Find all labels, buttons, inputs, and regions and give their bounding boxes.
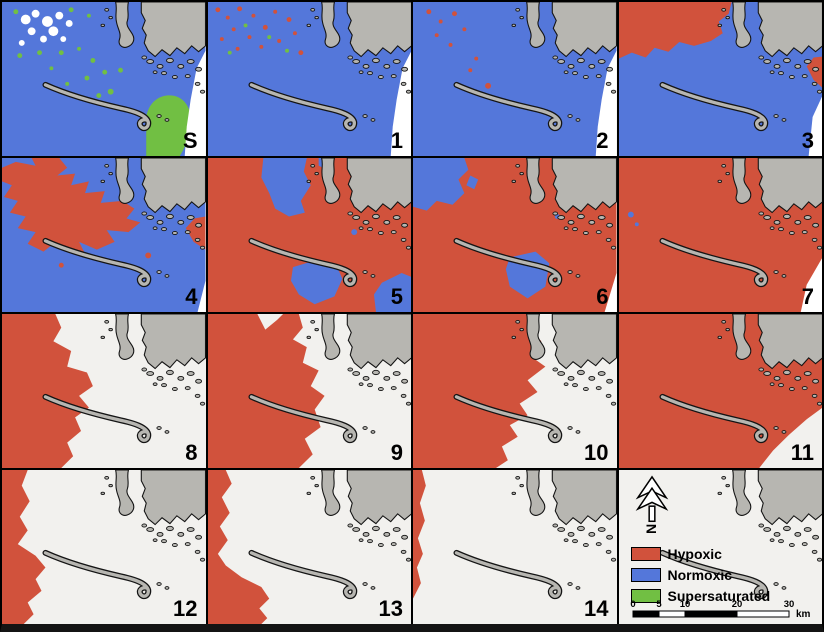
supersaturated-label: Supersaturated — [667, 588, 771, 604]
map-panel-1: 1 — [207, 2, 411, 156]
panel-label-4: 4 — [185, 284, 198, 309]
map-panel-10: 10 — [413, 314, 617, 468]
svg-text:30: 30 — [783, 599, 794, 610]
map-3 — [618, 2, 822, 156]
panel-label-2: 2 — [596, 128, 609, 153]
panel-label-14: 14 — [584, 596, 609, 621]
supersaturated-swatch — [630, 589, 661, 603]
legend-item-supersaturated: Supersaturated — [630, 588, 771, 604]
map-7 — [618, 158, 822, 312]
map-12 — [2, 470, 206, 624]
map-panel-11: 11 — [618, 314, 822, 468]
panel-label-10: 10 — [584, 440, 609, 465]
normoxic-swatch — [630, 568, 661, 582]
map-5 — [207, 158, 411, 312]
map-panel-12: 12 — [2, 470, 206, 624]
panel-label-6: 6 — [596, 284, 609, 309]
panel-label-9: 9 — [390, 440, 403, 465]
map-panel-9: 9 — [207, 314, 411, 468]
svg-text:0: 0 — [630, 599, 635, 610]
map-panel-3: 3 — [618, 2, 822, 156]
panel-label-11: 11 — [790, 440, 814, 465]
panel-label-8: 8 — [185, 440, 198, 465]
map-S — [2, 2, 206, 156]
panel-grid: S 1 2 3 4 5 6 7 — [2, 2, 822, 624]
panel-label-3: 3 — [801, 128, 814, 153]
north-label: N — [643, 524, 659, 534]
panel-label-12: 12 — [173, 596, 198, 621]
legend-items: Hypoxic Normoxic Supersaturated — [630, 546, 771, 604]
map-10 — [413, 314, 617, 468]
panel-label-5: 5 — [390, 284, 403, 309]
map-panel-7: 7 — [618, 158, 822, 312]
panel-label-S: S — [182, 128, 198, 153]
map-panel-4: 4 — [2, 158, 206, 312]
legend-item-normoxic: Normoxic — [630, 567, 771, 583]
hypoxic-label: Hypoxic — [667, 546, 722, 562]
legend-panel: N Hypoxic Normoxic Supersaturated 0 5 10 20… — [618, 470, 822, 624]
map-panel-6: 6 — [413, 158, 617, 312]
map-panel-S: S — [2, 2, 206, 156]
map-panel-2: 2 — [413, 2, 617, 156]
svg-text:10: 10 — [679, 599, 690, 610]
map-9 — [207, 314, 411, 468]
map-panel-8: 8 — [2, 314, 206, 468]
panel-label-7: 7 — [801, 284, 814, 309]
panel-label-13: 13 — [378, 596, 403, 621]
map-4 — [2, 158, 206, 312]
normoxic-label: Normoxic — [667, 567, 733, 583]
map-14 — [413, 470, 617, 624]
map-1 — [207, 2, 411, 156]
map-2 — [413, 2, 617, 156]
map-8 — [2, 314, 206, 468]
svg-text:5: 5 — [656, 599, 662, 610]
map-6 — [413, 158, 617, 312]
north-arrow-icon: N — [635, 475, 668, 534]
map-13 — [207, 470, 411, 624]
svg-text:20: 20 — [731, 599, 742, 610]
hypoxic-swatch — [630, 547, 661, 561]
panel-label-1: 1 — [390, 128, 403, 153]
svg-text:km: km — [796, 609, 811, 620]
map-11 — [618, 314, 822, 468]
map-panel-5: 5 — [207, 158, 411, 312]
map-panel-13: 13 — [207, 470, 411, 624]
legend-item-hypoxic: Hypoxic — [630, 546, 771, 562]
map-panel-14: 14 — [413, 470, 617, 624]
